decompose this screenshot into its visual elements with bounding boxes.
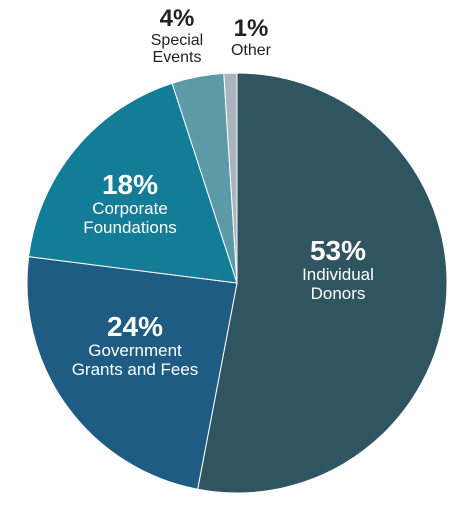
label-other-line1: Other [230,41,271,59]
label-government-grants-line1: Government [88,341,182,361]
label-special-events: 4% Special Events [132,5,222,67]
label-other-pct: 1% [233,15,269,42]
slice-corporate-foundations [28,82,238,284]
label-corporate-foundations-line2: Foundations [83,217,177,237]
label-corporate-foundations: 18% Corporate Foundations [62,169,198,237]
slice-government-grants [26,256,238,490]
slice-other [223,72,238,284]
label-government-grants-line2: Grants and Fees [71,359,199,379]
slice-individual-donors [197,72,448,494]
label-special-events-line1: Special [150,31,204,49]
label-special-events-line2: Events [152,49,202,67]
label-other: 1% Other [220,16,282,59]
label-individual-donors: 53% Individual Donors [268,235,408,303]
label-corporate-foundations-pct: 18% [101,169,159,200]
label-individual-donors-line1: Individual [302,265,374,285]
label-individual-donors-pct: 53% [309,235,367,266]
label-government-grants-pct: 24% [106,311,164,342]
label-individual-donors-line2: Donors [310,283,366,303]
label-government-grants: 24% Government Grants and Fees [50,311,220,379]
label-corporate-foundations-line1: Corporate [92,199,168,219]
label-special-events-pct: 4% [159,5,195,32]
